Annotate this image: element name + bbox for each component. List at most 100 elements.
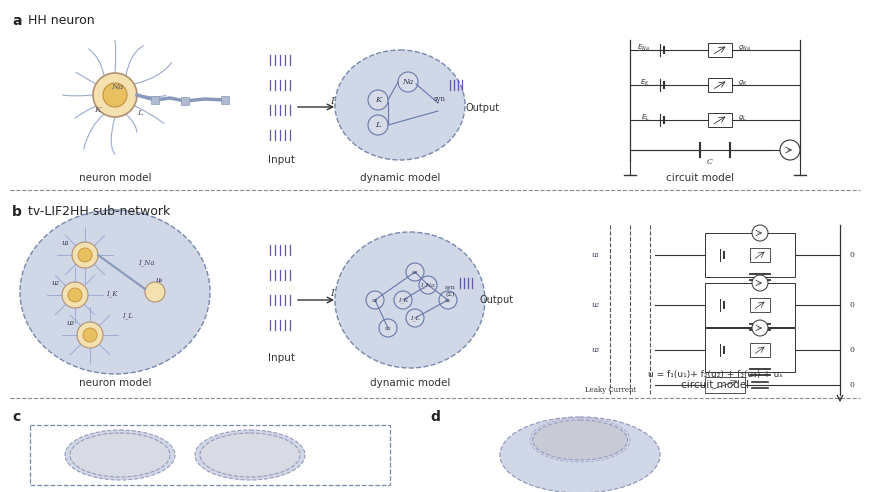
Text: neuron model: neuron model [79, 173, 151, 183]
Bar [181, 97, 189, 105]
Text: $E_K$: $E_K$ [640, 78, 649, 88]
Text: $g_K$: $g_K$ [737, 78, 747, 88]
Circle shape [379, 319, 396, 337]
Text: I_Na: I_Na [420, 282, 435, 288]
Text: HH neuron: HH neuron [28, 14, 95, 27]
Text: dynamic model: dynamic model [369, 378, 449, 388]
Text: b: b [12, 205, 22, 219]
Text: tv-LIF2HH sub-network: tv-LIF2HH sub-network [28, 205, 170, 218]
Text: $g_{Na}$: $g_{Na}$ [737, 43, 750, 53]
Text: K: K [375, 96, 381, 104]
Bar [707, 78, 731, 92]
Circle shape [368, 90, 388, 110]
Text: syn: syn [434, 95, 446, 103]
Ellipse shape [70, 433, 169, 477]
Circle shape [751, 275, 767, 291]
Text: c: c [12, 410, 20, 424]
Text: u₂: u₂ [590, 301, 598, 309]
Text: u₃: u₃ [384, 326, 391, 331]
Bar [221, 96, 229, 104]
Circle shape [779, 140, 799, 160]
Ellipse shape [195, 430, 305, 480]
Bar [704, 328, 794, 372]
Ellipse shape [532, 420, 627, 460]
Bar [704, 233, 794, 277]
Circle shape [406, 309, 423, 327]
Text: I: I [329, 288, 334, 298]
Text: Output: Output [466, 103, 500, 113]
Text: syn: syn [444, 285, 454, 290]
Text: 0: 0 [849, 301, 854, 309]
Text: u₃: u₃ [66, 319, 74, 327]
Bar [749, 343, 769, 357]
Ellipse shape [335, 232, 484, 368]
Bar [151, 96, 159, 104]
Text: u₁: u₁ [61, 239, 69, 247]
Bar [707, 113, 731, 127]
Text: d: d [429, 410, 440, 424]
Text: Leaky Current: Leaky Current [584, 386, 635, 394]
Circle shape [751, 225, 767, 241]
Ellipse shape [20, 210, 209, 374]
Circle shape [77, 322, 103, 348]
Text: (Σ): (Σ) [445, 292, 454, 298]
Text: u₂: u₂ [51, 279, 59, 287]
Text: Na: Na [402, 78, 413, 86]
Ellipse shape [529, 418, 629, 462]
Text: u₁: u₁ [590, 251, 598, 259]
Text: a: a [12, 14, 22, 28]
Text: L: L [375, 121, 381, 129]
Text: I_K: I_K [397, 297, 408, 303]
Text: K: K [94, 106, 100, 114]
Text: Output: Output [480, 295, 514, 305]
Ellipse shape [65, 430, 175, 480]
Circle shape [145, 282, 165, 302]
Text: Na: Na [110, 83, 123, 91]
Circle shape [72, 242, 98, 268]
Ellipse shape [335, 50, 464, 160]
Text: C: C [706, 158, 712, 166]
Circle shape [439, 291, 456, 309]
Text: dynamic model: dynamic model [360, 173, 440, 183]
Text: I_L: I_L [409, 315, 420, 321]
Bar [704, 377, 744, 393]
Text: I: I [329, 97, 334, 106]
Circle shape [83, 328, 96, 342]
Text: u = f₁(u₁)+ f₂(u₂) + f₃(u₃) + uₛ: u = f₁(u₁)+ f₂(u₂) + f₃(u₃) + uₛ [647, 370, 781, 379]
Text: uₛ: uₛ [444, 298, 450, 303]
Circle shape [397, 72, 417, 92]
Bar [704, 283, 794, 327]
Text: uₛ: uₛ [155, 276, 163, 284]
Circle shape [62, 282, 88, 308]
Bar [749, 248, 769, 262]
Circle shape [93, 73, 136, 117]
Text: $E_{Na}$: $E_{Na}$ [636, 43, 649, 53]
Circle shape [751, 320, 767, 336]
Text: L: L [137, 109, 143, 117]
Circle shape [406, 263, 423, 281]
Text: circuit model: circuit model [665, 173, 733, 183]
Circle shape [366, 291, 383, 309]
Text: neuron model: neuron model [79, 378, 151, 388]
Text: 0: 0 [849, 346, 854, 354]
Text: circuit model: circuit model [680, 380, 748, 390]
Text: $g_L$: $g_L$ [737, 113, 746, 123]
Text: u₂: u₂ [371, 298, 378, 303]
Text: Input: Input [269, 155, 295, 165]
Text: I_Na: I_Na [138, 258, 155, 266]
Circle shape [78, 248, 92, 262]
Ellipse shape [200, 433, 300, 477]
Text: 0: 0 [849, 381, 854, 389]
Bar [749, 298, 769, 312]
Text: $E_L$: $E_L$ [640, 113, 649, 123]
Text: Input: Input [269, 353, 295, 363]
Circle shape [68, 288, 82, 302]
Text: 0: 0 [849, 251, 854, 259]
Text: I_L: I_L [123, 311, 133, 319]
Circle shape [419, 276, 436, 294]
Text: u₃: u₃ [590, 346, 598, 354]
Circle shape [103, 83, 127, 107]
Circle shape [368, 115, 388, 135]
Ellipse shape [500, 417, 660, 492]
Circle shape [394, 291, 412, 309]
